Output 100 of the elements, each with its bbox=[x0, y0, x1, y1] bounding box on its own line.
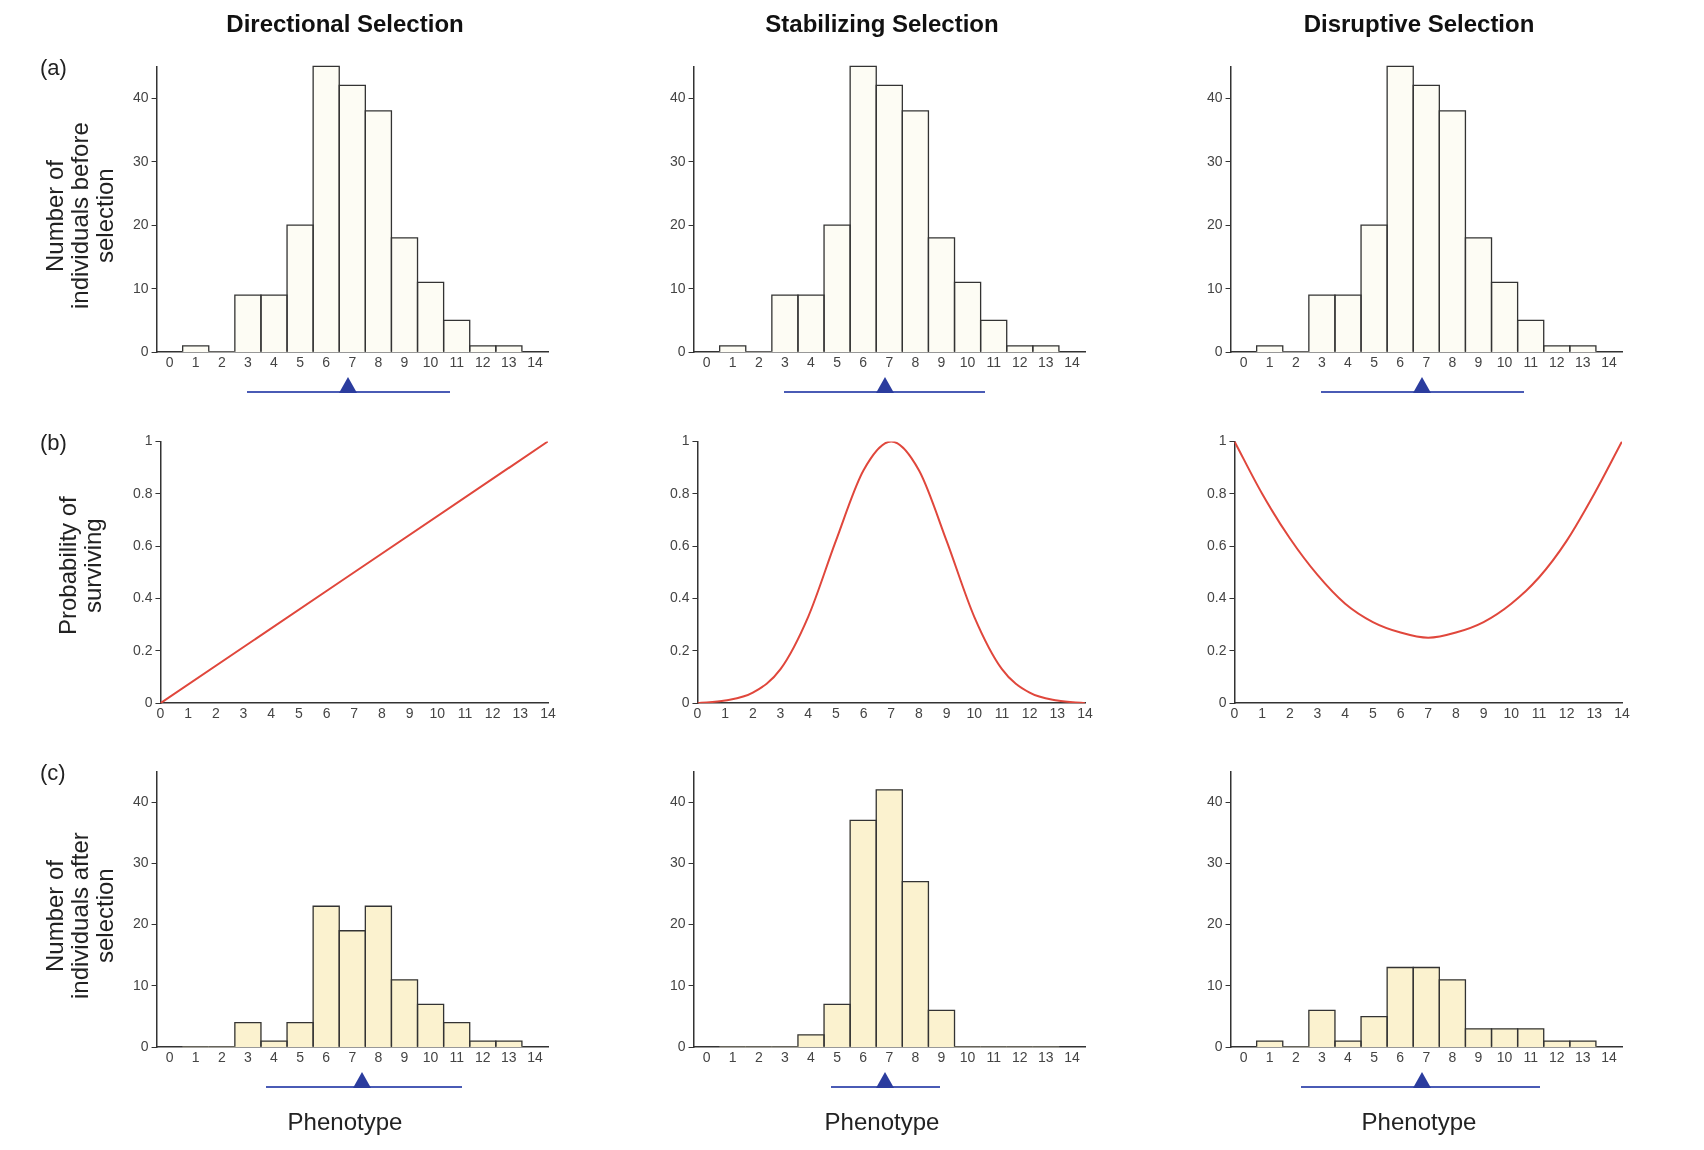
x-tick-label: 4 bbox=[1341, 705, 1350, 722]
x-tick-label: 7 bbox=[1424, 705, 1433, 722]
x-tick-label: 6 bbox=[1396, 1049, 1405, 1066]
x-tick-label: 13 bbox=[1038, 354, 1054, 371]
x-tick-label: 3 bbox=[244, 354, 253, 371]
x-tick-label: 3 bbox=[239, 705, 248, 722]
x-tick-label: 1 bbox=[184, 705, 193, 722]
y-tick-label: 0.2 bbox=[132, 641, 153, 658]
x-tick-label: 11 bbox=[994, 705, 1010, 722]
y-tick-label: 1 bbox=[681, 432, 690, 449]
x-tick-label: 8 bbox=[1452, 705, 1461, 722]
x-axis-title: Phenotype bbox=[286, 1108, 404, 1136]
y-tick-label: 0.2 bbox=[1206, 641, 1227, 658]
x-tick-label: 13 bbox=[1038, 1049, 1054, 1066]
x-tick-label: 8 bbox=[1448, 1049, 1457, 1066]
y-tick-label: 20 bbox=[132, 915, 149, 932]
x-tick-label: 7 bbox=[348, 1049, 357, 1066]
x-tick-label: 0 bbox=[165, 354, 174, 371]
x-tick-label: 6 bbox=[1396, 354, 1405, 371]
x-tick-label: 8 bbox=[378, 705, 387, 722]
x-tick-label: 10 bbox=[1503, 705, 1520, 722]
x-tick-label: 10 bbox=[1496, 354, 1513, 371]
x-tick-label: 9 bbox=[400, 1049, 409, 1066]
x-tick-label: 14 bbox=[1601, 1049, 1617, 1066]
text: (c) bbox=[40, 760, 66, 786]
x-tick-label: 7 bbox=[350, 705, 359, 722]
x-tick-label: 12 bbox=[1548, 1049, 1565, 1066]
y-tick-label: 40 bbox=[669, 792, 686, 809]
x-axis-title: Phenotype bbox=[823, 1108, 941, 1136]
x-tick-label: 2 bbox=[217, 354, 226, 371]
x-tick-label: 11 bbox=[1531, 705, 1547, 722]
y-tick-label: 0 bbox=[1214, 343, 1223, 360]
x-tick-label: 1 bbox=[1265, 1049, 1274, 1066]
y-tick-label: 0.2 bbox=[669, 641, 690, 658]
x-tick-label: 0 bbox=[702, 354, 711, 371]
y-tick-label: 0 bbox=[144, 694, 153, 711]
x-tick-label: 10 bbox=[1496, 1049, 1513, 1066]
y-tick-label: 40 bbox=[132, 792, 149, 809]
y-tick-label: 0.8 bbox=[132, 484, 153, 501]
x-tick-label: 8 bbox=[915, 705, 924, 722]
x-tick-label: 14 bbox=[1064, 1049, 1080, 1066]
x-tick-label: 11 bbox=[986, 354, 1002, 371]
x-tick-label: 7 bbox=[348, 354, 357, 371]
x-tick-label: 2 bbox=[211, 705, 220, 722]
y-tick-label: 30 bbox=[669, 854, 686, 871]
x-tick-label: 14 bbox=[1064, 354, 1080, 371]
x-tick-label: 5 bbox=[1370, 1049, 1379, 1066]
y-tick-label: 0 bbox=[681, 694, 690, 711]
x-tick-label: 7 bbox=[1422, 1049, 1431, 1066]
y-tick-label: 0 bbox=[677, 343, 686, 360]
y-tick-label: 1 bbox=[144, 432, 153, 449]
x-tick-label: 2 bbox=[217, 1049, 226, 1066]
y-tick-label: 0 bbox=[140, 343, 149, 360]
x-tick-label: 3 bbox=[781, 354, 790, 371]
x-tick-label: 5 bbox=[294, 705, 303, 722]
y-tick-label: 30 bbox=[1206, 152, 1223, 169]
x-tick-label: 5 bbox=[1368, 705, 1377, 722]
x-tick-label: 1 bbox=[728, 1049, 737, 1066]
x-tick-label: 4 bbox=[807, 1049, 816, 1066]
x-tick-label: 1 bbox=[1258, 705, 1267, 722]
y-tick-label: 0.8 bbox=[669, 484, 690, 501]
x-tick-label: 9 bbox=[942, 705, 951, 722]
x-tick-label: 10 bbox=[959, 354, 976, 371]
x-tick-label: 2 bbox=[754, 354, 763, 371]
x-tick-label: 10 bbox=[959, 1049, 976, 1066]
text: (a) bbox=[40, 55, 67, 81]
x-tick-label: 1 bbox=[191, 354, 200, 371]
x-tick-label: 3 bbox=[1318, 354, 1327, 371]
y-tick-label: 0.4 bbox=[1206, 589, 1227, 606]
x-tick-label: 3 bbox=[244, 1049, 253, 1066]
y-axis-title: Probability of surviving bbox=[53, 494, 106, 637]
y-tick-label: 40 bbox=[132, 89, 149, 106]
x-tick-label: 6 bbox=[1396, 705, 1405, 722]
x-tick-label: 14 bbox=[1077, 705, 1093, 722]
x-tick-label: 2 bbox=[1285, 705, 1294, 722]
x-tick-label: 4 bbox=[1344, 354, 1353, 371]
x-tick-label: 13 bbox=[1575, 354, 1591, 371]
y-tick-label: 10 bbox=[132, 976, 149, 993]
y-tick-label: 20 bbox=[669, 216, 686, 233]
x-tick-label: 11 bbox=[1523, 354, 1539, 371]
x-tick-label: 6 bbox=[322, 354, 331, 371]
y-tick-label: 0.6 bbox=[669, 536, 690, 553]
x-tick-label: 14 bbox=[527, 354, 543, 371]
x-tick-label: 13 bbox=[512, 705, 529, 722]
x-tick-label: 13 bbox=[1586, 705, 1603, 722]
x-tick-label: 3 bbox=[1313, 705, 1322, 722]
x-tick-label: 11 bbox=[1523, 1049, 1539, 1066]
x-tick-label: 5 bbox=[833, 1049, 842, 1066]
x-tick-label: 5 bbox=[296, 1049, 305, 1066]
x-tick-label: 0 bbox=[1239, 1049, 1248, 1066]
x-tick-label: 13 bbox=[1575, 1049, 1591, 1066]
x-tick-label: 0 bbox=[156, 705, 165, 722]
y-tick-label: 40 bbox=[1206, 792, 1223, 809]
x-tick-label: 14 bbox=[527, 1049, 543, 1066]
x-tick-label: 0 bbox=[702, 1049, 711, 1066]
y-tick-label: 10 bbox=[669, 279, 686, 296]
x-tick-label: 12 bbox=[474, 1049, 491, 1066]
x-tick-label: 4 bbox=[267, 705, 276, 722]
x-tick-label: 6 bbox=[859, 354, 868, 371]
x-tick-label: 0 bbox=[1239, 354, 1248, 371]
